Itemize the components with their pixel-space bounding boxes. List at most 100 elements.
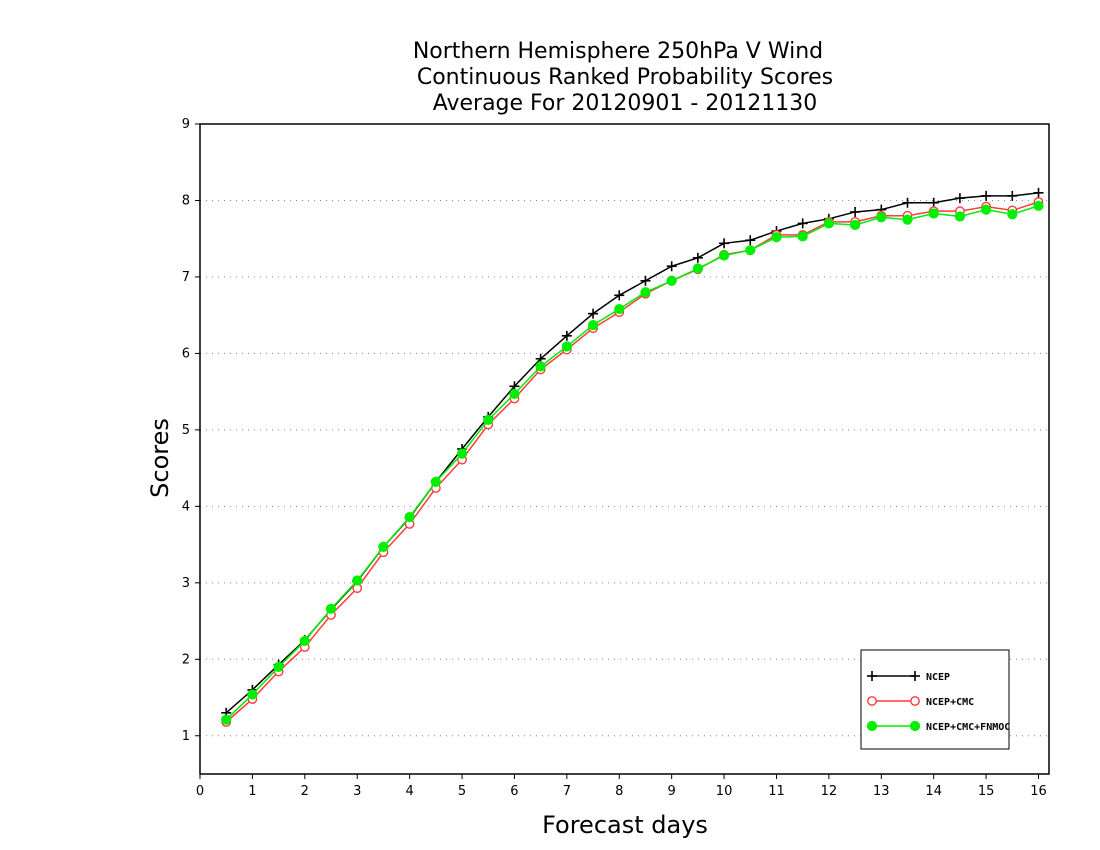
- point-ncep-16: [640, 275, 651, 286]
- chart-title-line-1: Northern Hemisphere 250hPa V Wind: [413, 39, 823, 64]
- point-ncep-cmc-fnmoc-12: [535, 361, 546, 372]
- point-ncep-cmc-fnmoc-19: [718, 250, 730, 261]
- point-ncep-28: [954, 193, 965, 204]
- legend-label-ncep-cmc-fnmoc: NCEP+CMC+FNMOC: [926, 722, 1010, 733]
- legend-marker-left-ncep-cmc-fnmoc: [866, 720, 878, 732]
- point-ncep-22: [797, 218, 808, 229]
- y-axis: 1 2 3 4 5 6 7 8 9: [182, 117, 200, 744]
- x-tick-label-6: 6: [510, 784, 518, 799]
- legend-item-ncep: NCEP: [867, 671, 950, 683]
- point-ncep-cmc-fnmoc-1: [247, 689, 258, 700]
- chart-title: Northern Hemisphere 250hPa V Wind Contin…: [413, 39, 833, 116]
- point-ncep-cmc-fnmoc-21: [771, 232, 782, 243]
- legend-marker-left-ncep: [867, 671, 877, 681]
- point-ncep-17: [666, 261, 677, 272]
- y-tick-label-6: 6: [182, 346, 190, 361]
- point-ncep-cmc-fnmoc-15: [614, 303, 625, 315]
- point-ncep-cmc-fnmoc-10: [483, 414, 494, 426]
- y-tick-label-5: 5: [182, 423, 190, 438]
- legend-marker-right-ncep: [910, 671, 920, 681]
- legend-label-ncep: NCEP: [926, 672, 950, 683]
- y-tick-label-4: 4: [182, 499, 190, 514]
- point-ncep-cmc-fnmoc-20: [745, 245, 756, 256]
- x-tick-label-1: 1: [248, 784, 256, 799]
- point-ncep-cmc-fnmoc-11: [509, 388, 520, 400]
- point-ncep-cmc-fnmoc-7: [404, 511, 415, 523]
- legend-item-ncep-cmc: NCEP+CMC: [867, 696, 974, 708]
- series-ncep: [221, 187, 1044, 718]
- point-ncep-cmc-fnmoc-14: [587, 320, 599, 331]
- x-tick-label-10: 10: [716, 784, 733, 799]
- series-group: [221, 187, 1044, 727]
- point-ncep-cmc-fnmoc-28: [954, 211, 966, 222]
- point-ncep-cmc-fnmoc-18: [692, 263, 703, 274]
- y-tick-label-9: 9: [182, 117, 190, 132]
- point-ncep-cmc-fnmoc-3: [299, 635, 310, 647]
- point-ncep-cmc-fnmoc-2: [273, 661, 284, 673]
- legend-marker-right-ncep-cmc: [910, 696, 920, 706]
- chart-title-line-3: Average For 20120901 - 20121130: [433, 91, 818, 116]
- point-ncep-cmc-fnmoc-16: [640, 287, 651, 298]
- legend: NCEP NCEP+CMC NCEP+CMC+FNMOC: [860, 649, 1010, 750]
- series-line-ncep-cmc: [225, 201, 1039, 723]
- legend-marker-right-ncep-cmc-fnmoc: [909, 720, 921, 732]
- x-tick-label-9: 9: [668, 784, 676, 799]
- point-ncep-cmc-fnmoc-30: [1007, 209, 1018, 220]
- legend-label-ncep-cmc: NCEP+CMC: [926, 697, 974, 708]
- point-ncep-19: [719, 238, 730, 249]
- point-ncep-cmc-fnmoc-5: [352, 575, 363, 586]
- point-ncep-cmc-fnmoc-27: [928, 208, 939, 219]
- point-ncep-cmc-fnmoc-29: [981, 204, 992, 215]
- point-ncep-cmc-fnmoc-23: [823, 218, 834, 229]
- point-ncep-cmc-fnmoc-6: [378, 541, 389, 552]
- point-ncep-cmc-fnmoc-25: [876, 212, 887, 223]
- y-tick-label-1: 1: [182, 729, 190, 744]
- point-ncep-cmc-fnmoc-9: [456, 448, 468, 459]
- point-ncep-cmc-fnmoc-31: [1033, 200, 1044, 211]
- y-tick-label-3: 3: [182, 576, 190, 591]
- point-ncep-cmc-fnmoc-22: [797, 231, 808, 242]
- point-ncep-cmc-fnmoc-13: [561, 341, 572, 352]
- point-ncep-15: [614, 290, 625, 301]
- x-axis-title: Forecast days: [542, 811, 708, 839]
- x-tick-label-2: 2: [301, 784, 309, 799]
- point-ncep-24: [850, 206, 861, 217]
- x-tick-label-15: 15: [978, 784, 995, 799]
- point-ncep-31: [1033, 187, 1044, 198]
- x-tick-label-13: 13: [873, 784, 890, 799]
- point-ncep-cmc-fnmoc-26: [902, 214, 913, 225]
- x-axis: 0 1 2 3 4 5 6 7 8 9 10 11 12 13 14 15 16: [196, 774, 1047, 799]
- point-ncep-26: [902, 197, 913, 208]
- point-ncep-18: [692, 252, 703, 263]
- x-tick-label-3: 3: [353, 784, 361, 799]
- point-ncep-cmc-fnmoc-24: [849, 219, 861, 231]
- point-ncep-14: [588, 308, 599, 319]
- legend-marker-left-ncep-cmc: [867, 696, 877, 706]
- point-ncep-13: [561, 330, 572, 341]
- point-ncep-30: [1007, 190, 1018, 201]
- series-line-ncep-cmc-fnmoc: [225, 205, 1039, 721]
- point-ncep-cmc-fnmoc-8: [430, 476, 441, 487]
- x-tick-label-8: 8: [615, 784, 623, 799]
- point-ncep-29: [981, 190, 992, 201]
- series-ncep-cmc-fnmoc: [221, 200, 1044, 725]
- x-tick-label-12: 12: [821, 784, 838, 799]
- x-tick-label-5: 5: [458, 784, 466, 799]
- x-tick-label-0: 0: [196, 784, 204, 799]
- point-ncep-20: [745, 235, 756, 246]
- x-tick-label-14: 14: [925, 784, 942, 799]
- legend-item-ncep-cmc-fnmoc: NCEP+CMC+FNMOC: [866, 720, 1010, 733]
- legend-box: [860, 649, 1010, 750]
- plot-frame: [199, 123, 1050, 775]
- point-ncep-cmc-fnmoc-4: [325, 603, 337, 614]
- y-tick-label-2: 2: [182, 652, 190, 667]
- y-axis-title: Scores: [146, 418, 174, 498]
- y-tick-label-8: 8: [182, 193, 190, 208]
- x-tick-label-7: 7: [563, 784, 571, 799]
- y-tick-label-7: 7: [182, 270, 190, 285]
- x-tick-label-16: 16: [1030, 784, 1047, 799]
- point-ncep-cmc-fnmoc-17: [666, 275, 677, 286]
- point-ncep-cmc-fnmoc-0: [221, 714, 232, 725]
- chart-title-line-2: Continuous Ranked Probability Scores: [417, 65, 833, 90]
